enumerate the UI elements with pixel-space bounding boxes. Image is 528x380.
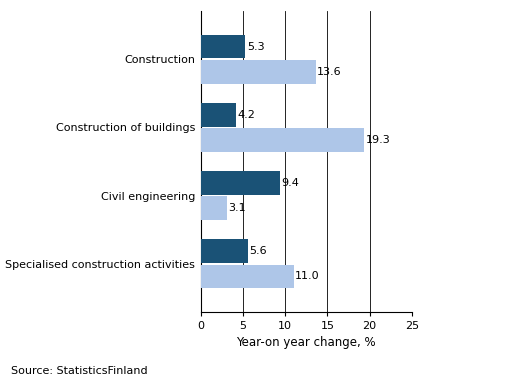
Bar: [201, 239, 248, 263]
Bar: [201, 196, 227, 220]
Text: Source: StatisticsFinland: Source: StatisticsFinland: [11, 366, 147, 376]
Text: 3.1: 3.1: [229, 203, 246, 213]
Text: 13.6: 13.6: [317, 67, 342, 77]
Text: 5.3: 5.3: [247, 41, 265, 52]
Text: 4.2: 4.2: [238, 110, 256, 120]
Text: 9.4: 9.4: [282, 178, 299, 188]
X-axis label: Year-on year change, %: Year-on year change, %: [237, 336, 376, 349]
Bar: [201, 128, 364, 152]
Bar: [201, 264, 294, 288]
Text: 11.0: 11.0: [295, 271, 320, 282]
Bar: [201, 171, 280, 195]
Text: 19.3: 19.3: [365, 135, 390, 145]
Bar: [201, 103, 236, 127]
Bar: [201, 60, 316, 84]
Bar: [201, 35, 246, 59]
Text: 5.6: 5.6: [250, 246, 267, 256]
